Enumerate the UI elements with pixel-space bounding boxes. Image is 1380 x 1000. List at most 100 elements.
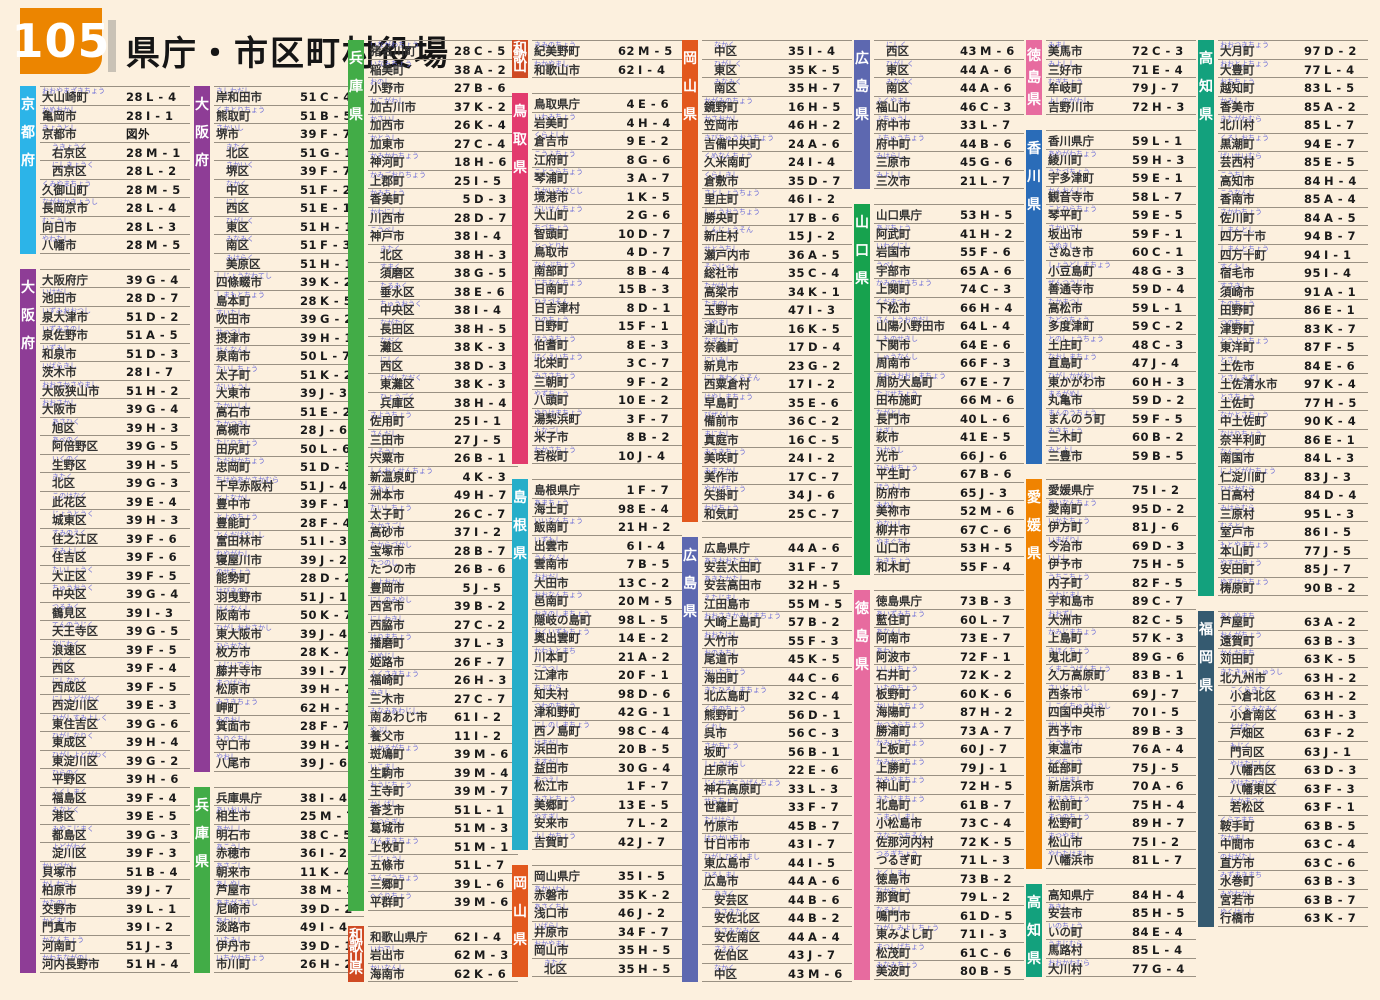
- entry-map-ref: 38 H - 5: [454, 321, 507, 336]
- index-entry: たどつちょう 多度津町 59 C - 2: [1046, 316, 1196, 335]
- entry-map-ref: 28 D - 7: [126, 291, 179, 305]
- entry-furigana: ちゅうおうく: [380, 300, 422, 308]
- entry-name: 姫路市: [370, 654, 405, 669]
- entry-furigana: ことうらちょう: [534, 168, 583, 176]
- entry-furigana: むろとし: [1220, 522, 1248, 530]
- entry-name: 丸亀市: [1048, 393, 1083, 407]
- entry-furigana: ひろしまし: [704, 871, 739, 879]
- index-entry: うべし 宇部市 65 A - 6: [874, 261, 1024, 279]
- entry-furigana: いばらきし: [42, 362, 77, 370]
- index-entry: かつらぎし 葛城市 51 M - 3: [368, 818, 518, 837]
- entry-map-ref: 39 H - 4: [126, 735, 179, 749]
- entry-name: 西区: [886, 44, 909, 58]
- index-entry: おおかわむら 大川村 77 G - 4: [1046, 959, 1196, 977]
- prefecture-label-char: 知: [1027, 922, 1041, 939]
- index-entry: あかしし 明石市 38 C - 5: [214, 825, 364, 843]
- entry-name: 和泉市: [42, 346, 77, 361]
- entry-furigana: なぎちょう: [704, 337, 739, 345]
- entry-map-ref: 25 I - 5: [454, 173, 502, 188]
- prefecture-label-char: 県: [195, 853, 209, 870]
- entry-map-ref: 51 C - 4: [300, 90, 352, 104]
- entry-furigana: なかとさちょう: [1220, 411, 1269, 419]
- entry-name: いの町: [1048, 924, 1083, 939]
- entry-map-ref: 31 F - 7: [788, 559, 840, 574]
- entry-name: 浜田市: [534, 742, 569, 756]
- entry-name: 北区: [226, 145, 249, 160]
- entry-map-ref: 75 J - 5: [1132, 760, 1180, 775]
- entry-map-ref: 27 C - 2: [454, 617, 506, 632]
- entry-name: 津野町: [1220, 321, 1255, 336]
- entry-name: 門真市: [42, 920, 77, 934]
- entry-furigana: いけだし: [42, 288, 70, 296]
- entry-map-ref: 24 I - 4: [788, 155, 836, 169]
- entry-name: 高石市: [216, 404, 251, 419]
- entry-name: 中央区: [380, 303, 415, 317]
- entry-name: 本山町: [1220, 543, 1255, 558]
- index-entry: みきちょう 三木町 60 B - 2: [1046, 427, 1196, 446]
- entry-furigana: みはらむら: [1220, 503, 1255, 512]
- entry-name: 奈義町: [704, 340, 739, 354]
- index-entry: みまし 美馬市 72 C - 3: [1046, 41, 1196, 60]
- entry-furigana: とうようちょう: [1220, 337, 1269, 345]
- index-entry: ふくしまく 福島区 39 F - 4: [40, 788, 190, 806]
- entry-name: 玉野市: [704, 303, 739, 317]
- index-entry: おおつきちょう 大月町 97 D - 2: [1218, 41, 1368, 60]
- prefecture-label-char: 県: [349, 107, 363, 123]
- prefecture-section: 広島県にしく 西区 43 M - 6 ひがしく 東区 44 A - 6 みなみく 南区 44 A - …: [854, 40, 1024, 189]
- entry-furigana: こまつしまし: [876, 813, 918, 821]
- index-entry: くめなんちょう 久米南町 24 I - 4: [702, 152, 852, 171]
- entry-furigana: くれし: [704, 723, 725, 731]
- entry-furigana: まるがめし: [1048, 390, 1083, 398]
- entry-map-ref: 73 B - 2: [960, 871, 1013, 886]
- entry-name: 長門市: [876, 411, 911, 426]
- entry-furigana: きょうとし: [42, 124, 77, 132]
- entry-name: 山陽小野田市: [876, 319, 945, 333]
- entry-furigana: みはらし: [876, 152, 904, 160]
- index-entry: みねし 美祢市 52 M - 6: [874, 501, 1024, 520]
- entry-name: 八幡市: [42, 238, 77, 252]
- entry-map-ref: 59 H - 3: [1132, 152, 1185, 167]
- entry-furigana: わけちょう: [704, 503, 739, 512]
- entry-name: 小倉南区: [1230, 707, 1276, 722]
- entry-furigana: ただおかちょう: [216, 457, 265, 465]
- index-entry: もりぐちし 守口市 39 H - 2: [214, 735, 364, 753]
- entry-name: 羽曳野市: [216, 589, 262, 604]
- index-entry: みまさかし 美作市 17 C - 7: [702, 467, 852, 485]
- index-entry: だいせんちょう 大山町 2 G - 6: [532, 205, 682, 224]
- entry-name: 豊能町: [216, 515, 251, 530]
- entry-name: 飯南町: [534, 520, 569, 534]
- entry-furigana: あさみなみく: [714, 926, 756, 935]
- entry-furigana: くめなんちょう: [704, 152, 753, 160]
- entry-map-ref: 38 E - 6: [454, 284, 506, 299]
- entry-map-ref: 39 M - 4: [454, 765, 509, 780]
- entry-map-ref: 28 M - 5: [126, 238, 181, 252]
- entry-furigana: とさし: [1220, 355, 1241, 364]
- entry-furigana: みささちょう: [534, 371, 576, 380]
- entry-name: 藤井寺市: [216, 663, 262, 678]
- entry-furigana: みきし: [370, 688, 391, 697]
- index-entry: なんぶちょう 南部町 8 B - 4: [532, 261, 682, 279]
- entry-name: まんのう町: [1048, 411, 1106, 426]
- entry-name: 福山市: [876, 99, 911, 114]
- entry-map-ref: 84 L - 3: [1304, 451, 1355, 465]
- entry-name: 泉南市: [216, 349, 251, 363]
- entry-map-ref: 51 J - 1: [300, 589, 348, 604]
- entry-map-ref: 75 H - 5: [1132, 557, 1185, 571]
- index-entry: ただおかちょう 忠岡町 51 D - 3: [214, 457, 364, 476]
- entry-map-ref: 79 J - 7: [1132, 81, 1180, 95]
- prefecture-label-char: 京: [21, 97, 35, 113]
- entry-name: 平生町: [876, 467, 911, 481]
- index-entry: かこがわし 加古川市 37 K - 2: [368, 97, 518, 115]
- entry-name: 生駒市: [370, 765, 405, 780]
- entry-name: 赤磐市: [534, 887, 569, 902]
- prefecture-label-char: 徳: [855, 601, 869, 617]
- index-entry: かみやまちょう 神山町 72 H - 5: [874, 776, 1024, 795]
- entry-furigana: おおやまざきちょう: [42, 87, 105, 95]
- entry-name: 隠岐の島町: [534, 612, 592, 627]
- prefecture-label-char: 県: [1027, 546, 1041, 562]
- entry-name: 香川県庁: [1048, 134, 1094, 148]
- entry-name: 浅口市: [534, 906, 569, 920]
- entry-name: 邑南町: [534, 594, 569, 608]
